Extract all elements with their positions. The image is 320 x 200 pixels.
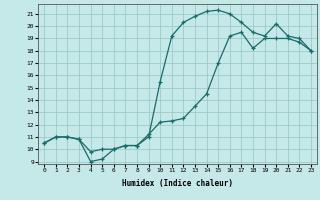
X-axis label: Humidex (Indice chaleur): Humidex (Indice chaleur)	[122, 179, 233, 188]
